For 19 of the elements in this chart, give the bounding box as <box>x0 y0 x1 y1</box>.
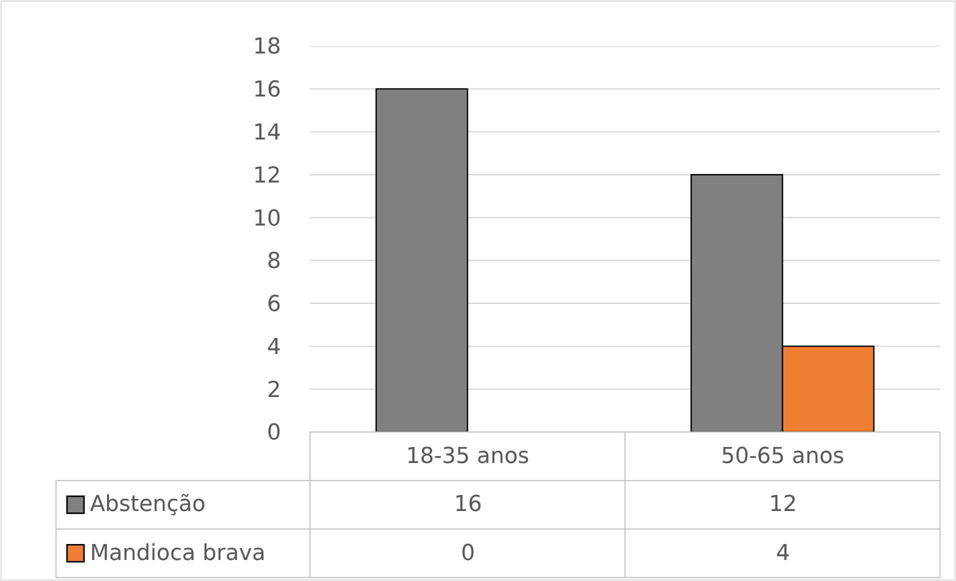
y-tick-label: 4 <box>267 334 281 360</box>
y-tick-label: 10 <box>253 206 281 232</box>
legend-label: Mandioca brava <box>90 541 266 566</box>
data-label: 12 <box>769 492 797 517</box>
y-tick-label: 0 <box>267 420 281 446</box>
y-tick-label: 2 <box>267 378 281 403</box>
y-tick-label: 12 <box>253 163 281 188</box>
x-tick-label: 50-65 anos <box>721 444 844 469</box>
data-label: 4 <box>776 541 790 566</box>
x-tick-label: 18-35 anos <box>406 444 530 469</box>
legend-label: Abstenção <box>90 492 206 517</box>
data-label: 16 <box>454 492 482 517</box>
y-tick-label: 6 <box>267 292 281 318</box>
y-tick-label: 18 <box>253 34 281 60</box>
bar <box>376 88 468 432</box>
y-tick-label: 14 <box>253 120 281 146</box>
data-label: 0 <box>461 541 475 566</box>
y-tick-label: 16 <box>253 78 281 103</box>
y-tick-label: 8 <box>267 249 281 274</box>
